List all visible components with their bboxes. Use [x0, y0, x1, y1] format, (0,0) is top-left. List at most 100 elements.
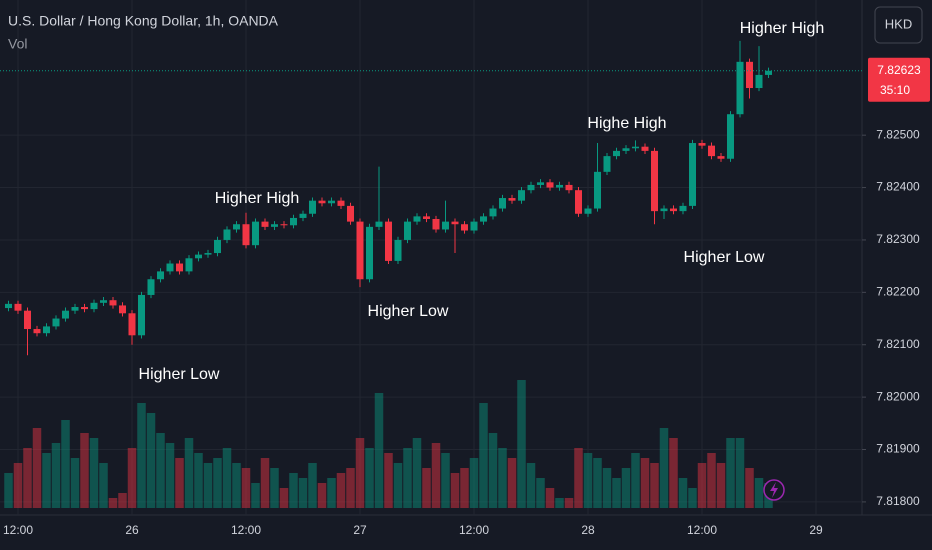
candle-body — [603, 156, 611, 172]
countdown-label: 35:10 — [880, 83, 910, 97]
volume-bar — [51, 443, 61, 508]
volume-bar — [403, 448, 412, 508]
candle-body — [328, 200, 335, 204]
volume-bar — [754, 478, 764, 508]
y-tick-label: 7.82500 — [876, 127, 920, 141]
volume-bar — [564, 498, 574, 508]
candle-body — [565, 184, 573, 191]
candle-body — [708, 145, 715, 157]
y-tick-label: 7.81800 — [876, 494, 920, 508]
last-price-box — [868, 57, 930, 102]
volume-bar — [327, 478, 336, 508]
volume-bar — [574, 448, 583, 508]
candle-body — [375, 221, 383, 227]
candle-body — [489, 208, 497, 217]
chart-title: U.S. Dollar / Hong Kong Dollar, 1h, OAND… — [8, 13, 279, 29]
candle-body — [594, 171, 601, 209]
candle-body — [527, 184, 535, 191]
candle-body — [5, 303, 12, 309]
candle-body — [432, 218, 440, 230]
y-tick-label: 7.81900 — [876, 442, 920, 456]
candle-body — [90, 302, 98, 310]
candle-body — [233, 224, 240, 230]
candle-body — [575, 190, 582, 214]
candle-body — [717, 156, 725, 159]
annotation: Higher High — [740, 20, 824, 37]
volume-bar — [146, 413, 156, 508]
volume-bar — [526, 463, 536, 508]
volume-bar — [279, 488, 289, 508]
candle-body — [366, 226, 373, 280]
annotation: Highe High — [587, 115, 666, 132]
x-tick-label: 28 — [581, 523, 595, 537]
volume-bar — [308, 463, 317, 508]
volume-bar — [137, 403, 146, 508]
volume-bar — [669, 438, 678, 508]
candle-body — [727, 114, 734, 159]
volume-bar — [127, 448, 137, 508]
volume-bar — [213, 458, 222, 508]
volume-bar — [659, 428, 669, 508]
candle-body — [698, 143, 706, 146]
candle-body — [736, 61, 744, 115]
volume-bar — [317, 483, 327, 508]
volume-bar — [42, 453, 51, 508]
currency-label[interactable]: HKD — [885, 16, 912, 31]
volume-bar — [365, 448, 374, 508]
candle-body — [271, 224, 278, 227]
volume-bar — [175, 458, 184, 508]
volume-bar — [165, 443, 175, 508]
volume-bar — [488, 433, 498, 508]
candle-body — [546, 182, 554, 188]
volume-bar — [194, 453, 203, 508]
candle-body — [242, 224, 250, 246]
candles — [5, 40, 772, 356]
volume-bar — [89, 438, 99, 508]
volume-bar — [118, 493, 127, 508]
volume-bar — [469, 458, 479, 508]
volume-bar — [80, 433, 89, 508]
x-tick-label: 12:00 — [3, 523, 33, 537]
volume-bar — [593, 458, 602, 508]
candle-body — [670, 208, 677, 212]
candle-body — [385, 221, 392, 261]
volume-bar — [650, 463, 659, 508]
volume-bar — [507, 458, 517, 508]
candle-body — [537, 182, 544, 185]
volume-bar — [460, 468, 469, 508]
candle-body — [632, 146, 639, 149]
candle-body — [765, 70, 772, 75]
x-tick-label: 12:00 — [687, 523, 717, 537]
candle-body — [33, 329, 41, 334]
annotation: Higher High — [215, 190, 299, 207]
volume-bar — [422, 468, 431, 508]
volume-bar — [384, 453, 393, 508]
y-tick-label: 7.82100 — [876, 337, 920, 351]
volume-bar — [374, 393, 384, 508]
candle-body — [81, 307, 88, 310]
volume-bar — [716, 463, 726, 508]
candle-body — [14, 303, 22, 311]
candle-body — [24, 310, 31, 330]
candle-body — [204, 253, 212, 255]
grid — [0, 0, 862, 515]
currency-button[interactable] — [874, 6, 923, 44]
candle-body — [480, 216, 487, 222]
candle-body — [499, 198, 506, 209]
candle-body — [442, 221, 449, 230]
candle-body — [309, 200, 316, 214]
annotation: Higher Low — [368, 303, 449, 320]
axes: 7.81800 7.81900 7.82000 7.82100 7.82200 7.823… — [0, 57, 930, 537]
candle-body — [176, 263, 183, 272]
candle-body — [746, 61, 753, 89]
volume-bar — [479, 403, 488, 508]
candle-body — [195, 254, 202, 259]
candle-body — [641, 146, 649, 151]
volume-bar — [251, 483, 260, 508]
last-price-label: 7.82623 — [877, 63, 921, 77]
volume-bar — [99, 463, 108, 508]
candle-body — [128, 313, 136, 336]
candle-body — [71, 307, 79, 311]
volume-bar — [678, 478, 688, 508]
candle-body — [679, 205, 687, 212]
